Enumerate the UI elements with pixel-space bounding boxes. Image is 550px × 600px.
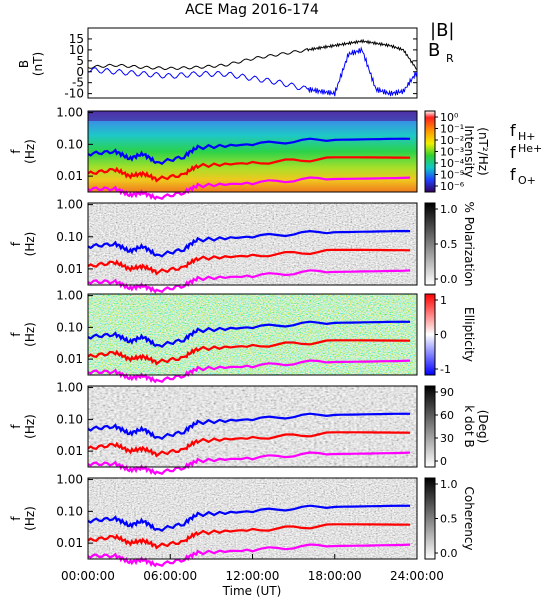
- colorbar-tick-label: 30: [440, 432, 454, 445]
- b-panel-frame: [88, 28, 417, 98]
- spectrogram-top-band: [88, 111, 417, 121]
- freq-tick-label: 1.00: [56, 106, 83, 120]
- colorbar-unit: (nT²/Hz): [476, 127, 490, 175]
- colorbar-tick-label: 0.0: [440, 273, 458, 286]
- x-axis-label: Time (UT): [222, 584, 282, 598]
- colorbar-label: Coherency: [462, 486, 476, 550]
- colorbar-label: Ellipticity: [462, 307, 476, 362]
- freq-tick-label: 0.10: [56, 412, 83, 426]
- freq-tick-label: 1.00: [56, 198, 83, 212]
- legend-fo-sub: O+: [518, 174, 536, 187]
- freq-ylabel: f: [9, 424, 23, 429]
- freq-ylabel: f: [9, 241, 23, 246]
- colorbar-tick-label: 10⁻⁶: [440, 180, 465, 193]
- x-tick-label: 18:00:00: [308, 569, 362, 583]
- colorbar-tick-label: 0.5: [440, 238, 458, 251]
- legend-b-r: B: [428, 40, 440, 61]
- legend-fo: f: [510, 165, 516, 184]
- freq-tick-label: 0.01: [56, 352, 83, 366]
- x-tick-label: 24:00:00: [390, 569, 444, 583]
- colorbar-tick-label: 1.0: [440, 478, 458, 491]
- freq-ylabel: f: [9, 332, 23, 337]
- b-yunit: (nT): [31, 52, 45, 76]
- freq-tick-label: 0.01: [56, 169, 83, 183]
- x-tick-label: 06:00:00: [143, 569, 197, 583]
- legend-b-total: |B|: [430, 20, 454, 41]
- colorbar-tick-label: 0.0: [440, 547, 458, 560]
- freq-yunit: (Hz): [23, 232, 37, 257]
- freq-yunit: (Hz): [23, 322, 37, 347]
- x-tick-label: 12:00:00: [226, 569, 280, 583]
- freq-yunit: (Hz): [23, 414, 37, 439]
- legend-fhe-sub: He+: [518, 142, 542, 155]
- grayscale-field: [88, 386, 417, 467]
- colorbar-tick-label: 90: [440, 386, 454, 399]
- freq-tick-label: 0.10: [56, 504, 83, 518]
- x-tick-label: 00:00:00: [61, 569, 115, 583]
- b-ylabel: B: [17, 60, 31, 68]
- spectrogram-panel-5: 1.00 0.10 0.01 f (Hz) 1.0 0.5 0.0 Coherency: [9, 473, 476, 566]
- freq-tick-label: 0.10: [56, 137, 83, 151]
- freq-tick-label: 0.01: [56, 444, 83, 458]
- spectrogram-panel-2: 1.00 0.10 0.01 f (Hz) 1.0 0.5 0.0 % Polarization: [9, 198, 476, 292]
- b-ytick-label: -10: [64, 87, 84, 101]
- spectrogram-panel-1: 1.00 0.10 0.01 f (Hz) 10⁰10⁻¹10⁻²10⁻³10⁻⁴10⁻⁵…: [9, 106, 490, 199]
- freq-yunit: (Hz): [23, 506, 37, 531]
- spectrogram-panel-3: 1.00 0.10 0.01 f (Hz) 1 0 -1 Ellipticity: [9, 289, 476, 382]
- legend-fh: f: [510, 121, 516, 140]
- colorbar-tick-label: 1: [440, 294, 447, 307]
- freq-tick-label: 0.01: [56, 262, 83, 276]
- freq-tick-label: 1.00: [56, 289, 83, 303]
- freq-tick-label: 1.00: [56, 473, 83, 487]
- freq-yunit: (Hz): [23, 139, 37, 164]
- legend-b-r-sub: R: [446, 52, 454, 65]
- grayscale-field: [88, 478, 417, 559]
- freq-tick-label: 0.10: [56, 230, 83, 244]
- colorbar: [425, 294, 435, 375]
- legend-fhe: f: [510, 143, 516, 162]
- colorbar-tick-label: 60: [440, 409, 454, 422]
- colorbar-label: % Polarization: [462, 202, 476, 287]
- colorbar-label: k dot B: [462, 405, 476, 447]
- figure-title: ACE Mag 2016-174: [185, 2, 319, 18]
- freq-tick-label: 0.01: [56, 536, 83, 550]
- grayscale-field: [88, 203, 417, 285]
- colorbar-label: Intensity: [462, 125, 476, 177]
- colorbar: [425, 386, 435, 467]
- colorbar-tick-label: 0: [440, 455, 447, 468]
- colorbar-tick-label: 0: [440, 329, 447, 342]
- colorbar-unit: (Deg): [476, 410, 490, 444]
- colorbar-tick-label: -1: [440, 363, 451, 376]
- freq-tick-label: 0.10: [56, 320, 83, 334]
- freq-ylabel: f: [9, 516, 23, 521]
- colorbar: [425, 203, 435, 285]
- spectrogram-panel-4: 1.00 0.10 0.01 f (Hz) 90 60 30 0 k dot B (Deg): [9, 381, 490, 474]
- colorbar: [425, 478, 435, 559]
- colorbar-tick-label: 1.0: [440, 203, 458, 216]
- colorbar: [425, 111, 435, 192]
- colorbar-tick-label: 0.5: [440, 513, 458, 526]
- freq-tick-label: 1.00: [56, 381, 83, 395]
- spectrogram-field: [88, 111, 417, 192]
- ellipticity-field: [88, 294, 417, 375]
- freq-ylabel: f: [9, 149, 23, 154]
